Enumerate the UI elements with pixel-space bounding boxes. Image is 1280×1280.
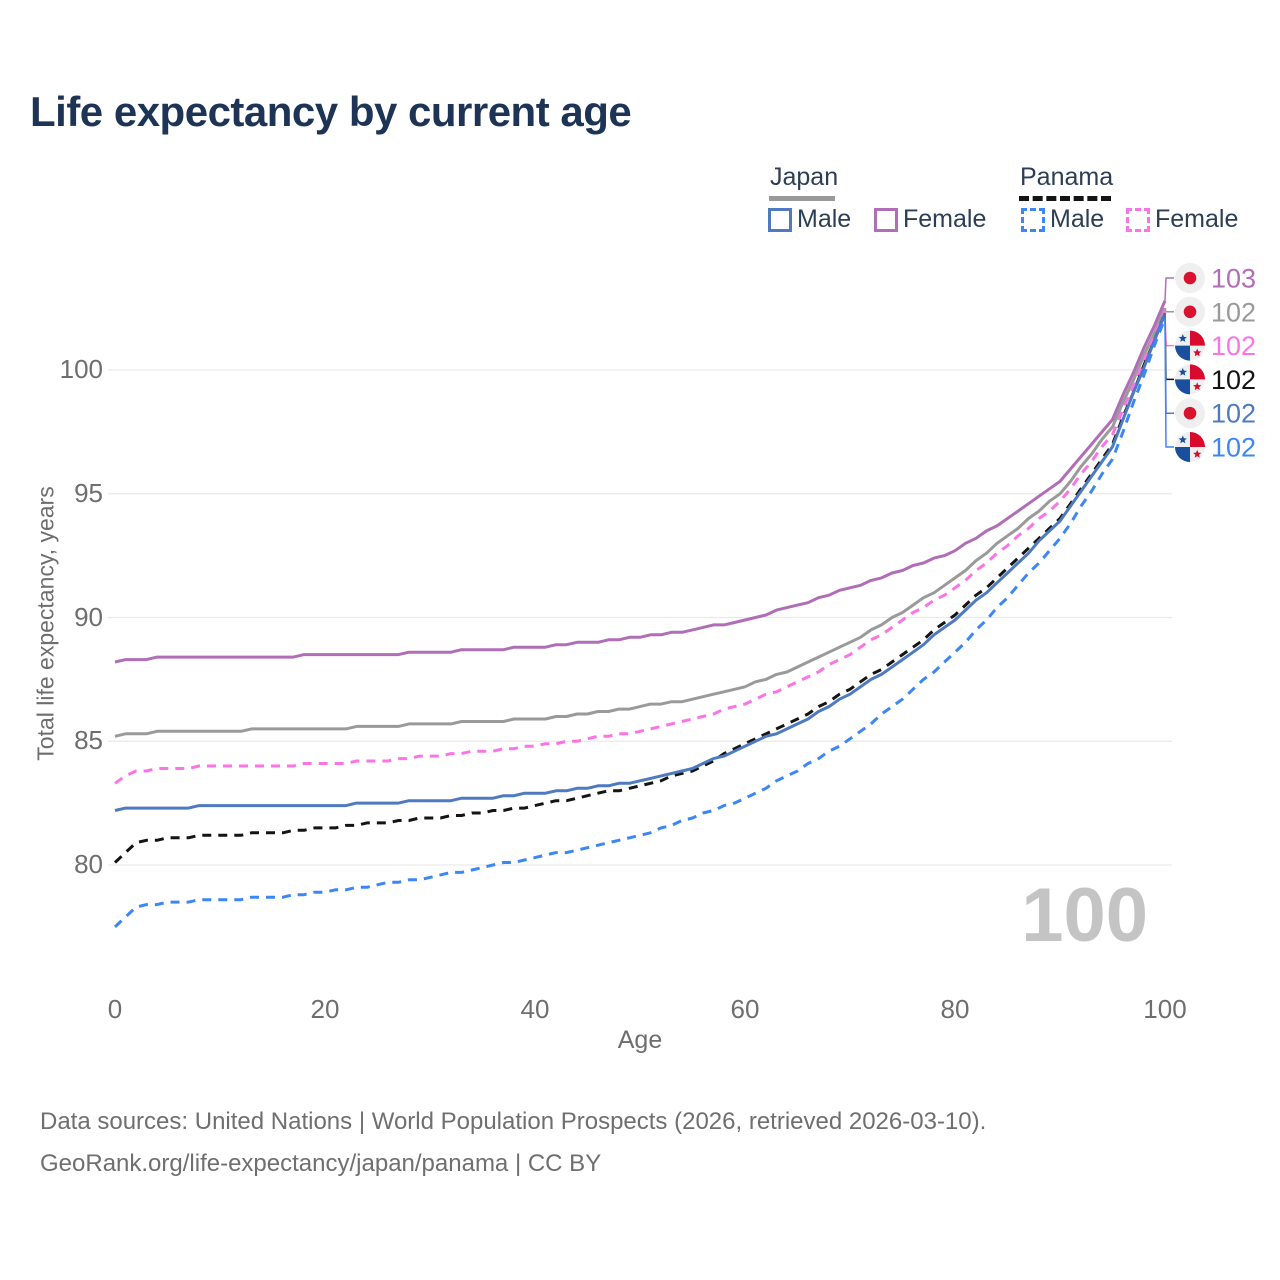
legend-panama-underline — [1019, 196, 1111, 201]
series-line-japan-total — [114, 307, 1167, 738]
legend-japan-underline — [769, 196, 835, 201]
panama-flag-icon — [1175, 330, 1205, 361]
japan-flag-icon — [1175, 398, 1205, 429]
end-label-value: 102 — [1211, 297, 1256, 327]
legend-item-panama-female[interactable]: Female — [1126, 205, 1238, 234]
end-label-leader-line — [1164, 307, 1174, 313]
japan-female-swatch-icon — [874, 207, 898, 232]
legend-item-panama-male[interactable]: Male — [1021, 205, 1104, 234]
series-line-panama-female — [114, 310, 1167, 785]
y-tick-label: 80 — [74, 849, 103, 879]
end-label-leader-line — [1164, 317, 1174, 448]
end-label-value: 102 — [1211, 331, 1256, 361]
legend-label: Female — [1155, 205, 1239, 233]
age-frame-watermark: 100 — [1021, 873, 1148, 958]
series-line-panama-male — [113, 317, 1167, 928]
x-tick-label: 60 — [730, 994, 760, 1024]
legend-group-japan[interactable]: Japan — [770, 163, 839, 191]
panama-flag-icon — [1175, 432, 1205, 462]
japan-flag-icon — [1175, 263, 1205, 293]
panama-flag-icon — [1175, 364, 1205, 395]
page-title: Life expectancy by current age — [30, 88, 632, 135]
legend-label: Male — [797, 205, 852, 233]
end-label-leader-line — [1164, 277, 1174, 301]
footer-link[interactable]: GeoRank.org/life-expectancy/japan/panama… — [40, 1150, 602, 1177]
japan-male-swatch-icon — [768, 207, 792, 232]
japan-flag-icon — [1175, 296, 1205, 327]
footer-sources: Data sources: United Nations | World Pop… — [40, 1108, 987, 1135]
y-tick-label: 100 — [59, 354, 103, 384]
x-tick-label: 40 — [520, 994, 550, 1024]
legend-item-japan-female[interactable]: Female — [874, 205, 986, 234]
series-line-japan-male — [114, 312, 1167, 812]
end-label-value: 103 — [1211, 264, 1256, 294]
legend-label: Female — [903, 205, 987, 233]
panama-male-swatch-icon — [1021, 207, 1045, 232]
end-label-value: 102 — [1211, 365, 1256, 395]
legend-label: Male — [1050, 205, 1105, 233]
x-tick-label: 20 — [310, 994, 340, 1024]
end-label-value: 102 — [1211, 433, 1256, 463]
x-axis-title: Age — [617, 1026, 663, 1054]
y-tick-label: 85 — [74, 725, 103, 756]
legend-group-panama[interactable]: Panama — [1020, 163, 1114, 191]
y-tick-label: 95 — [74, 477, 103, 508]
series-line-panama-total — [113, 312, 1167, 864]
legend-item-japan-male[interactable]: Male — [768, 205, 851, 234]
panama-female-swatch-icon — [1126, 207, 1150, 232]
x-tick-label: 100 — [1143, 994, 1187, 1024]
end-label-leader-line — [1164, 310, 1174, 347]
y-tick-label: 90 — [74, 601, 103, 632]
end-label-value: 102 — [1211, 399, 1256, 429]
series-line-japan-female — [114, 300, 1167, 664]
x-tick-label: 80 — [940, 994, 970, 1024]
x-tick-label: 0 — [107, 994, 123, 1024]
